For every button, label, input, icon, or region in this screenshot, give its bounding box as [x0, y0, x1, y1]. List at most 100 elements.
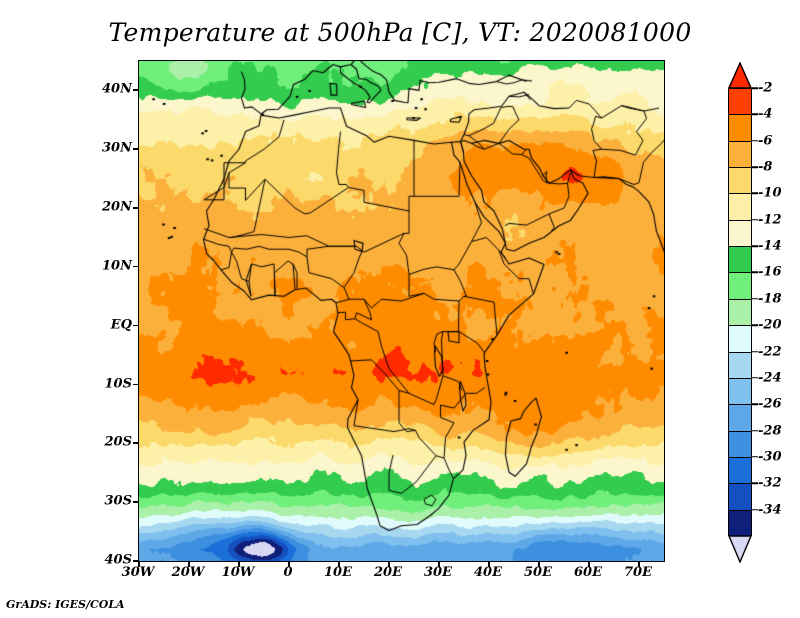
y-tick-mark: [133, 207, 139, 209]
colorbar-band: [729, 510, 751, 537]
colorbar-tick-label: -24: [758, 370, 782, 386]
colorbar-band: [729, 326, 751, 353]
x-tick-label: 10E: [324, 565, 352, 580]
colorbar-strip: [728, 88, 752, 537]
colorbar-under-arrow-outline-icon: [728, 535, 752, 563]
y-tick-label: 40S: [104, 552, 132, 568]
colorbar-band: [729, 220, 751, 248]
colorbar-tick-label: -8: [758, 159, 773, 175]
colorbar-tick-mark: [752, 245, 758, 247]
colorbar-tick-label: -34: [758, 502, 782, 518]
colorbar-tick-label: -20: [758, 317, 782, 333]
colorbar-tick-label: -2: [758, 80, 773, 96]
colorbar-tick-mark: [752, 113, 758, 116]
colorbar-tick-label: -22: [758, 344, 782, 360]
colorbar-band: [729, 273, 751, 300]
x-tick-mark: [638, 562, 640, 567]
x-tick-label: 70E: [624, 565, 652, 580]
x-tick-mark: [238, 562, 240, 567]
colorbar-tick-mark: [752, 429, 758, 432]
colorbar-tick-label: -32: [758, 475, 782, 491]
colorbar-band: [729, 247, 751, 274]
y-tick-label: 20N: [102, 199, 132, 215]
colorbar-tick-label: -30: [758, 449, 782, 465]
colorbar-tick-mark: [752, 166, 758, 168]
y-tick-mark: [133, 442, 139, 444]
colorbar-over-arrow-icon: [728, 62, 752, 88]
y-axis: 40N 30N 20N 10N EQ 10S 20S 30S 40S: [88, 60, 132, 568]
colorbar-tick-mark: [752, 192, 758, 195]
colorbar-tick-mark: [752, 482, 758, 485]
colorbar-band: [729, 168, 751, 195]
colorbar-tick-mark: [752, 139, 758, 142]
colorbar-tick-label: -10: [758, 185, 782, 201]
x-tick-label: 30W: [121, 565, 155, 580]
y-tick-mark: [133, 560, 139, 562]
colorbar-tick-mark: [752, 298, 758, 300]
grads-credit: GrADS: IGES/COLA: [6, 598, 125, 611]
colorbar-tick-label: -18: [758, 291, 782, 307]
y-tick-label: 40N: [102, 81, 132, 97]
colorbar-tick-label: -14: [758, 238, 782, 254]
x-tick-mark: [588, 562, 590, 567]
colorbar-band: [729, 431, 751, 458]
colorbar-band: [729, 141, 751, 169]
y-tick-label: 30N: [102, 140, 132, 156]
x-tick-mark: [188, 562, 190, 567]
colorbar-under-arrow-icon: [728, 536, 752, 562]
y-tick-mark: [133, 148, 139, 150]
colorbar-tick-label: -28: [758, 423, 782, 439]
map-plot-area: [138, 60, 665, 562]
x-axis: 30W 20W 10W 0 10E 20E 30E 40E 50E 60E 70E: [122, 562, 663, 584]
x-tick-mark: [438, 562, 440, 567]
y-tick-mark: [133, 383, 139, 386]
x-tick-mark: [488, 562, 490, 567]
x-tick-label: 50E: [524, 565, 552, 580]
colorbar-tick-mark: [752, 350, 758, 353]
y-tick-mark: [133, 324, 139, 327]
colorbar-band: [729, 457, 751, 485]
colorbar-tick-label: -6: [758, 133, 773, 149]
x-tick-mark: [338, 562, 340, 567]
temperature-heatmap-canvas: [139, 61, 664, 561]
x-tick-label: 30E: [424, 565, 452, 580]
y-tick-label: EQ: [110, 317, 132, 333]
x-tick-label: 20W: [171, 565, 205, 580]
x-tick-mark: [538, 562, 540, 567]
colorbar-tick-label: -12: [758, 212, 782, 228]
colorbar: -2 -4 -6 -8 -10 -12 -14 -16 -18 -20 -22 -24 -26 -28 -3…: [728, 62, 788, 563]
colorbar-over-arrow-outline-icon: [728, 62, 752, 89]
x-tick-label: 0: [283, 565, 293, 580]
y-tick-label: 10S: [104, 376, 132, 392]
x-tick-mark: [288, 562, 290, 567]
colorbar-band: [729, 484, 751, 511]
colorbar-tick-label: -16: [758, 264, 782, 280]
y-tick-label: 20S: [104, 434, 132, 450]
colorbar-tick-mark: [752, 271, 758, 274]
y-tick-label: 30S: [104, 493, 132, 509]
colorbar-tick-mark: [752, 508, 758, 511]
colorbar-tick-label: -4: [758, 106, 773, 122]
colorbar-band: [729, 89, 751, 116]
colorbar-tick-mark: [752, 219, 758, 221]
colorbar-band: [729, 352, 751, 379]
colorbar-band: [729, 405, 751, 432]
y-tick-mark: [133, 89, 139, 91]
x-tick-label: 10W: [221, 565, 255, 580]
page-title: Temperature at 500hPa [C], VT: 202008100…: [108, 18, 692, 47]
y-tick-mark: [133, 265, 139, 268]
colorbar-tick-mark: [752, 456, 758, 458]
y-tick-label: 10N: [102, 258, 132, 274]
colorbar-tick-label: -26: [758, 396, 782, 412]
y-tick-mark: [133, 501, 139, 503]
colorbar-tick-mark: [752, 324, 758, 326]
x-tick-mark: [388, 562, 390, 567]
colorbar-tick-mark: [752, 403, 758, 405]
colorbar-band: [729, 378, 751, 406]
colorbar-band: [729, 194, 751, 221]
x-tick-label: 20E: [374, 565, 402, 580]
x-tick-label: 60E: [574, 565, 602, 580]
colorbar-tick-mark: [752, 377, 758, 379]
x-tick-mark: [138, 562, 140, 567]
colorbar-band: [729, 115, 751, 142]
